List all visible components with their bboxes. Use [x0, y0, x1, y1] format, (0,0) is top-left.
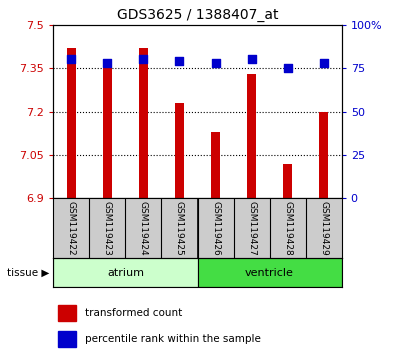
Text: GSM119426: GSM119426 [211, 201, 220, 256]
Text: GSM119429: GSM119429 [319, 201, 328, 256]
Text: GSM119422: GSM119422 [67, 201, 76, 256]
Text: tissue ▶: tissue ▶ [7, 268, 49, 278]
Bar [319, 112, 328, 198]
Point [213, 60, 219, 66]
Title: GDS3625 / 1388407_at: GDS3625 / 1388407_at [117, 8, 278, 22]
Text: GSM119423: GSM119423 [103, 201, 112, 256]
Point [176, 58, 182, 64]
Bar [58, 331, 76, 347]
Bar [53, 258, 198, 287]
Bar [283, 164, 292, 198]
Text: ventricle: ventricle [245, 268, 294, 278]
Text: transformed count: transformed count [85, 308, 182, 318]
Text: percentile rank within the sample: percentile rank within the sample [85, 334, 261, 344]
Point [140, 57, 147, 62]
Bar [139, 48, 148, 198]
Point [248, 57, 255, 62]
Bar [67, 48, 76, 198]
Point [320, 60, 327, 66]
Text: GSM119427: GSM119427 [247, 201, 256, 256]
Point [104, 60, 111, 66]
Bar [103, 59, 112, 198]
Text: GSM119425: GSM119425 [175, 201, 184, 256]
Bar [175, 103, 184, 198]
Text: GSM119428: GSM119428 [283, 201, 292, 256]
Bar [211, 132, 220, 198]
Point [68, 57, 75, 62]
Bar [247, 74, 256, 198]
Bar [58, 305, 76, 321]
Text: GSM119424: GSM119424 [139, 201, 148, 256]
Text: atrium: atrium [107, 268, 144, 278]
Point [284, 65, 291, 71]
Bar [198, 258, 342, 287]
